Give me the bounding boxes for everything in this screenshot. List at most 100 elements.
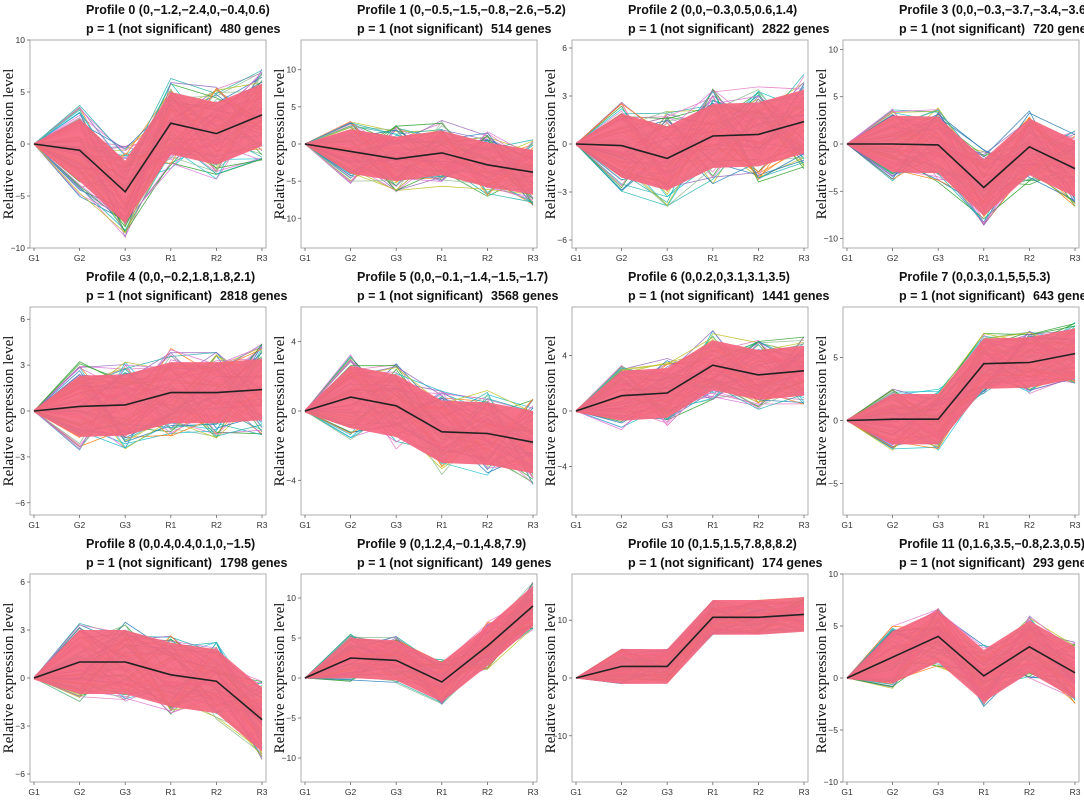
gene-count: 643 genes (1033, 289, 1084, 303)
x-tick-label: R3 (528, 520, 539, 530)
x-tick-label: G3 (662, 253, 674, 263)
x-tick-label: G2 (616, 253, 628, 263)
y-tick-label: 10 (829, 569, 839, 579)
x-tick-label: G3 (120, 787, 132, 797)
x-tick-label: R2 (1024, 253, 1035, 263)
x-tick-label: G3 (662, 787, 674, 797)
x-tick-label: R2 (753, 520, 764, 530)
x-tick-label: G2 (345, 787, 357, 797)
y-tick-label: 6 (562, 43, 567, 53)
x-tick-label: G3 (391, 787, 403, 797)
x-tick-label: G1 (28, 520, 40, 530)
x-tick-label: R1 (165, 253, 176, 263)
x-tick-label: G1 (841, 253, 853, 263)
y-tick-label: 10 (829, 44, 839, 54)
x-tick-label: R3 (257, 520, 268, 530)
gene-count: 1441 genes (762, 289, 830, 303)
gene-count: 2822 genes (762, 22, 830, 36)
profile-panel: Profile 10 (0,1.5,1.5,7.8,8,8.2) p = 1 (n… (542, 534, 823, 801)
gene-count: 174 genes (762, 556, 823, 570)
x-tick-label: G3 (933, 520, 945, 530)
y-tick-label: 0 (20, 139, 25, 149)
profile-title: Profile 7 (0,0.3,0.1,5,5,5.3) (899, 270, 1051, 284)
y-tick-label: 3 (562, 91, 567, 101)
y-axis-label: Relative expression level (1, 69, 17, 220)
y-tick-label: −10 (824, 777, 839, 787)
mean-profile-line (304, 143, 534, 173)
y-tick-label: −10 (282, 753, 297, 763)
x-tick-label: R1 (165, 787, 176, 797)
profile-significance: p = 1 (not significant) 3568 genes (357, 289, 558, 303)
profile-significance: p = 1 (not significant) 293 genes (899, 556, 1084, 570)
profile-plot: 6 3 0 −3 −6 G1 G2 G3 R1 R2 R3 Relative expression l… (1, 306, 268, 530)
y-tick-label: −5 (828, 186, 838, 196)
profile-panel: Profile 8 (0,0.4,0.4,0.1,0,−1.5) p = 1 (n… (0, 534, 287, 801)
profile-significance: p = 1 (not significant) 514 genes (357, 22, 552, 36)
mean-profile-line (304, 605, 534, 683)
x-tick-label: G1 (570, 520, 582, 530)
profile-panel: Profile 5 (0,0,−0.1,−1.4,−1.5,−1.7) p = 1… (271, 267, 558, 534)
expression-band (305, 129, 533, 195)
y-axis-label: Relative expression level (543, 603, 559, 754)
y-axis-label: Relative expression level (814, 69, 830, 220)
x-tick-label: R2 (1024, 787, 1035, 797)
x-tick-label: G1 (299, 787, 311, 797)
mean-profile-line (575, 120, 805, 160)
y-tick-label: −5 (828, 725, 838, 735)
profile-panel: Profile 1 (0,−0.5,−1.5,−0.8,−2.6,−5.2) p … (271, 0, 566, 267)
x-tick-label: G1 (28, 787, 40, 797)
y-tick-label: 5 (20, 87, 25, 97)
y-tick-label: 0 (291, 673, 296, 683)
x-tick-label: G2 (74, 253, 86, 263)
y-tick-label: −6 (557, 235, 567, 245)
profile-significance: p = 1 (not significant) 643 genes (899, 289, 1084, 303)
gene-count: 480 genes (220, 22, 281, 36)
y-axis-label: Relative expression level (543, 336, 559, 487)
mean-profile-line (33, 114, 263, 194)
mean-profile-line (846, 352, 1076, 422)
x-tick-label: R3 (1070, 253, 1081, 263)
plot-frame (842, 306, 1080, 516)
profile-panel: Profile 11 (0,1.6,3.5,−0.8,2.3,0.5) p = 1… (813, 534, 1084, 801)
y-tick-label: 3 (20, 625, 25, 635)
y-tick-label: −4 (557, 461, 567, 471)
y-tick-label: −6 (15, 769, 25, 779)
profile-significance: p = 1 (not significant) 149 genes (357, 556, 552, 570)
profile-significance: p = 1 (not significant) 2822 genes (628, 22, 829, 36)
gene-count: 3568 genes (491, 289, 559, 303)
profile-plot: 4 0 −4 G1 G2 G3 R1 R2 R3 Relative expression leve… (272, 306, 539, 530)
x-tick-label: G1 (299, 520, 311, 530)
y-tick-label: −3 (15, 452, 25, 462)
y-tick-label: 0 (20, 673, 25, 683)
profile-significance: p = 1 (not significant) 174 genes (628, 556, 823, 570)
y-axis-label: Relative expression level (543, 69, 559, 220)
mean-profile-line (575, 613, 805, 679)
x-tick-label: R1 (707, 787, 718, 797)
x-tick-label: R3 (528, 787, 539, 797)
y-tick-label: −3 (15, 721, 25, 731)
y-tick-label: −6 (15, 498, 25, 508)
y-axis-label: Relative expression level (814, 603, 830, 754)
y-tick-label: −10 (553, 731, 568, 741)
gene-count: 293 genes (1033, 556, 1084, 570)
y-tick-label: 0 (20, 406, 25, 416)
x-tick-label: G2 (887, 520, 899, 530)
p-value-text: p = 1 (not significant) (628, 289, 755, 303)
mean-profile-line (847, 143, 1076, 189)
p-value-text: p = 1 (not significant) (899, 22, 1026, 36)
x-tick-label: G2 (616, 787, 628, 797)
x-tick-label: R1 (165, 520, 176, 530)
y-tick-label: 10 (287, 593, 297, 603)
x-tick-label: R2 (753, 253, 764, 263)
y-tick-label: 0 (562, 673, 567, 683)
y-axis-label: Relative expression level (272, 336, 288, 487)
x-tick-label: G2 (74, 520, 86, 530)
p-value-text: p = 1 (not significant) (628, 22, 755, 36)
x-tick-label: G3 (662, 520, 674, 530)
y-tick-label: 5 (833, 621, 838, 631)
x-tick-label: R2 (482, 253, 493, 263)
y-tick-label: 6 (20, 314, 25, 324)
